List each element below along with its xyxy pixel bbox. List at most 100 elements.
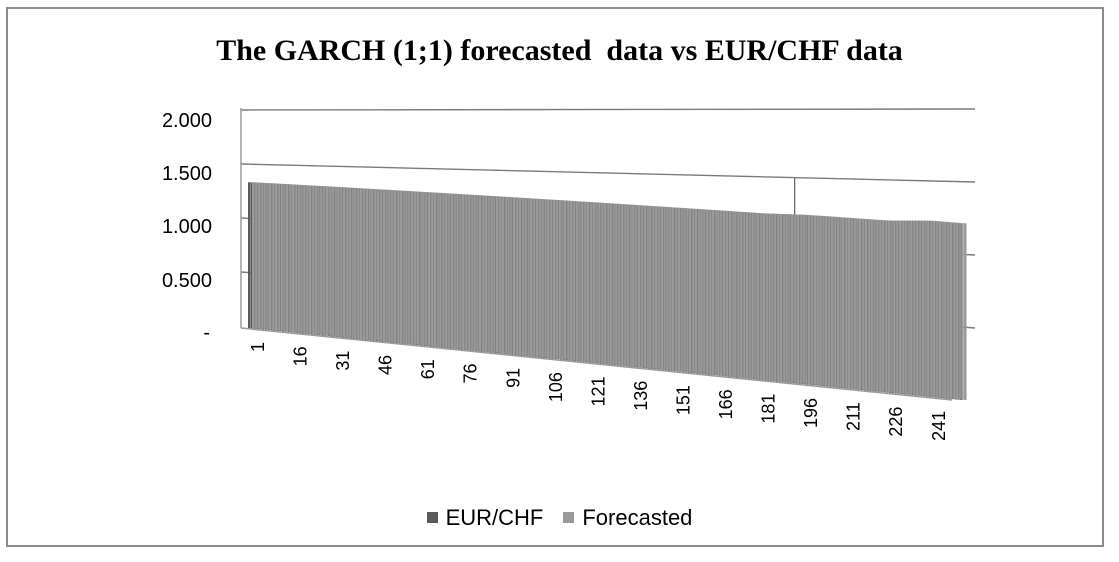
- bar: [371, 188, 374, 341]
- legend-label: EUR/CHF: [445, 504, 544, 530]
- bar: [464, 194, 468, 350]
- bar: [643, 205, 647, 368]
- bar: [615, 203, 618, 365]
- bar: [260, 182, 264, 329]
- bar: [271, 183, 275, 330]
- bar: [626, 204, 629, 366]
- bar: [274, 183, 278, 331]
- bar: [876, 219, 879, 392]
- bar: [890, 220, 893, 393]
- bar: [334, 186, 337, 337]
- bar: [504, 196, 508, 354]
- x-tick-label: 151: [673, 385, 693, 415]
- bar: [527, 198, 530, 356]
- bar: [842, 217, 845, 388]
- bar: [657, 206, 661, 370]
- bar: [708, 209, 712, 375]
- bar: [532, 198, 536, 357]
- x-tick-label: 16: [291, 346, 311, 366]
- bar: [660, 206, 664, 370]
- bar: [382, 189, 386, 342]
- bar: [320, 186, 323, 335]
- bar: [478, 195, 482, 351]
- chart-title: The GARCH (1;1) forecasted data vs EUR/C…: [216, 34, 903, 67]
- bar: [768, 213, 771, 381]
- bar: [331, 186, 334, 336]
- bar: [277, 183, 281, 331]
- bar: [620, 204, 624, 366]
- bar: [810, 215, 814, 385]
- legend-swatch: [426, 512, 438, 523]
- bar: [703, 209, 706, 374]
- bar: [351, 187, 354, 338]
- bar: [649, 205, 652, 369]
- bar: [513, 197, 516, 355]
- bar: [654, 206, 658, 369]
- bar: [728, 211, 732, 377]
- bar: [632, 204, 635, 367]
- bar: [521, 197, 525, 356]
- bar: [549, 199, 553, 359]
- bar: [305, 185, 309, 334]
- bar: [731, 211, 734, 377]
- bar: [791, 214, 794, 383]
- bar: [955, 222, 959, 400]
- legend-swatch: [563, 512, 575, 523]
- bar: [686, 208, 689, 372]
- bar: [830, 216, 834, 387]
- x-tick-label: 241: [929, 411, 949, 441]
- bar: [802, 214, 805, 384]
- bar: [634, 204, 638, 367]
- bar: [357, 188, 360, 339]
- bar: [705, 209, 709, 374]
- bar: [391, 190, 394, 342]
- bar: [518, 197, 522, 355]
- x-tick-label: 106: [546, 372, 566, 402]
- bar: [348, 187, 351, 338]
- bar: [864, 218, 868, 390]
- gridline: [240, 108, 976, 111]
- bar: [895, 220, 899, 394]
- bar: [924, 220, 927, 396]
- bar: [583, 201, 587, 362]
- bar: [453, 193, 456, 349]
- bar: [952, 222, 956, 399]
- bar: [581, 201, 584, 362]
- bar: [901, 220, 905, 394]
- bar: [606, 203, 610, 364]
- x-tick-label: 196: [801, 398, 821, 428]
- bar-texture: [249, 182, 960, 400]
- bar: [617, 203, 621, 365]
- bar: [847, 217, 851, 389]
- bar: [711, 209, 715, 375]
- x-tick-label: 76: [461, 364, 481, 384]
- bar: [773, 213, 777, 381]
- bar: [410, 191, 414, 345]
- x-axis-ticks: 1 16 31 46 61 76 91 106 121 136 151 166 181 196 211 226…: [248, 342, 949, 441]
- bar: [252, 182, 255, 328]
- bar: [473, 194, 476, 351]
- bar: [427, 192, 431, 346]
- y-tick-label: 0.500: [162, 270, 212, 292]
- bar: [799, 214, 803, 384]
- bar: [844, 217, 848, 388]
- bar: [691, 208, 695, 373]
- bar: [663, 206, 666, 370]
- bar: [487, 195, 490, 352]
- bar: [737, 211, 740, 378]
- bar: [612, 203, 615, 365]
- bar: [308, 185, 312, 334]
- bar: [447, 193, 451, 348]
- bar: [853, 218, 856, 389]
- bar: [623, 204, 627, 366]
- bar: [498, 196, 502, 353]
- x-tick-label: 61: [418, 359, 438, 379]
- bar: [439, 192, 442, 347]
- bar: [598, 202, 601, 363]
- bar: [898, 220, 902, 394]
- bar: [694, 208, 698, 373]
- bar: [788, 214, 791, 383]
- bar: [484, 195, 488, 352]
- x-tick-label: 211: [844, 402, 864, 431]
- bar: [476, 195, 479, 351]
